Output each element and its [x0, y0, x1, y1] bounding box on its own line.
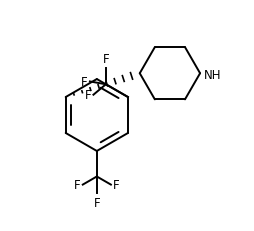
Text: F: F — [74, 178, 81, 191]
Text: NH: NH — [204, 69, 222, 82]
Text: F: F — [113, 178, 120, 191]
Text: F: F — [103, 53, 109, 66]
Text: F: F — [85, 89, 91, 102]
Text: F: F — [93, 196, 100, 209]
Text: F: F — [81, 76, 88, 88]
